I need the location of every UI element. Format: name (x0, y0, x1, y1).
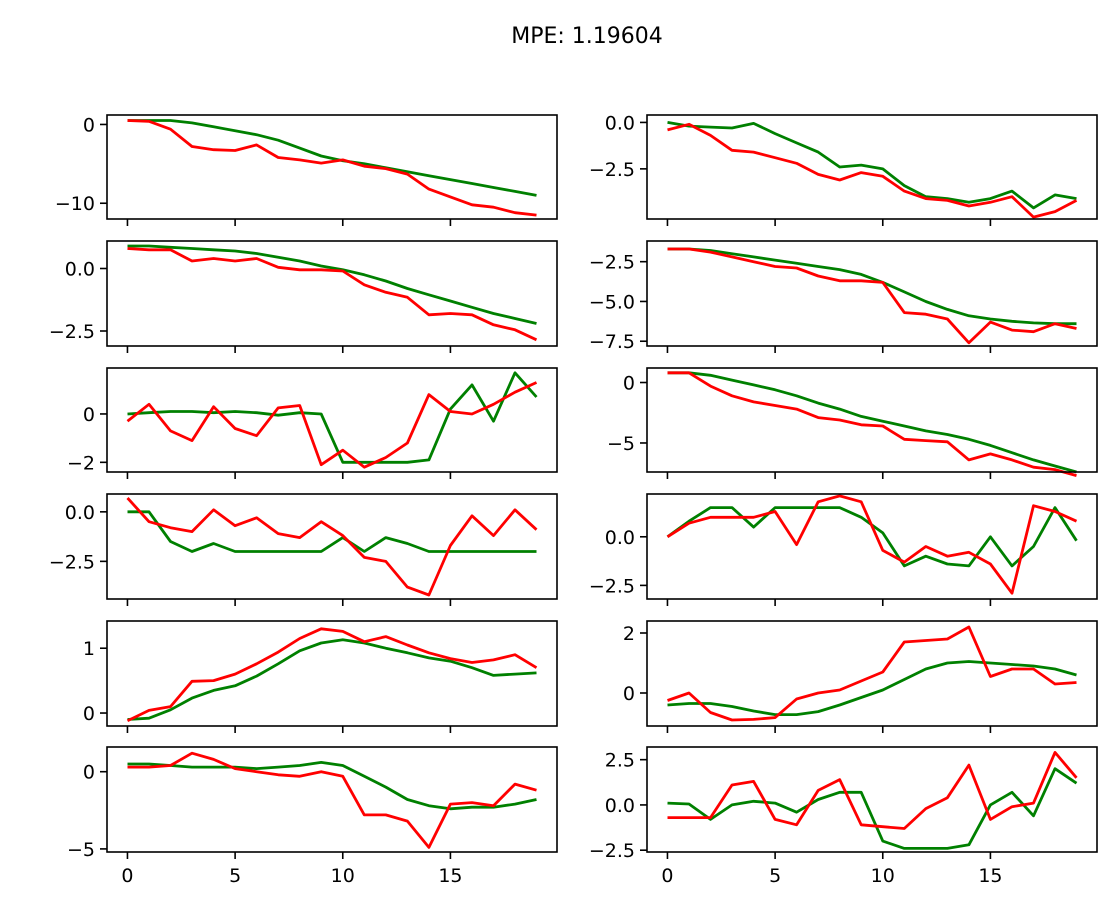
series-line-green (667, 121, 1077, 210)
series-line-green (127, 119, 537, 197)
y-tick-label: −5 (607, 433, 635, 455)
series-line-red (667, 625, 1077, 722)
subplot-2-1: 0.0 −2.5 (49, 240, 558, 353)
axes-frame (646, 240, 1098, 347)
y-tick-label: 2 (623, 623, 635, 645)
subplot-5-2: 20 (623, 620, 1098, 733)
y-tick-label: 0.0 (605, 112, 635, 134)
y-tick-label: −2.5 (589, 159, 635, 181)
x-tick-label: 0 (661, 865, 673, 887)
x-tick-label: 0 (121, 865, 133, 887)
subplot-4-2: 0.0 −2.5 (589, 493, 1098, 606)
series-line-red (127, 119, 537, 217)
series-line-green (127, 510, 537, 553)
y-tick-label: 0.0 (605, 795, 635, 817)
y-tick-label: 2.5 (605, 750, 635, 772)
series-line-red (666, 494, 1078, 595)
axes-frame (106, 620, 558, 727)
y-tick-label: −2.5 (589, 575, 635, 597)
axes-frame (106, 240, 558, 347)
series-line-green (667, 247, 1077, 326)
subplot-4-1: 0.0 −2.5 (49, 493, 558, 606)
subplot-2-2: −2.5 −5.0 −7.5 (589, 240, 1098, 353)
series-line-green (667, 371, 1077, 474)
axes-frame (646, 620, 1098, 727)
subplot-5-1: 10 (83, 620, 558, 733)
figure-title: MPE: 1.19604 (511, 24, 663, 49)
series-line-green (667, 767, 1078, 850)
subplot-grid: 0 −10 0.0 −2.5 0.0 −2.5 −2.5 −5.0 −7.5 0 −2 0 −5 0.0 −… (49, 112, 1098, 887)
y-tick-label: −10 (55, 193, 95, 215)
x-tick-label: 5 (769, 865, 781, 887)
axes-frame (646, 114, 1098, 220)
axes-frame (106, 114, 558, 220)
axes-frame (646, 367, 1098, 473)
series-line-green (127, 244, 537, 325)
series-line-green (127, 638, 537, 721)
series-line-red (126, 381, 538, 469)
subplot-6-1: 0 −5 0 5 10 15 (67, 746, 558, 887)
x-tick-label: 15 (978, 865, 1002, 887)
series-line-green (667, 660, 1077, 716)
y-tick-label: 0 (83, 114, 95, 136)
y-tick-label: 0.0 (65, 502, 95, 524)
series-line-red (127, 751, 537, 849)
y-tick-label: −5.0 (589, 291, 635, 313)
axes-frame (646, 746, 1098, 853)
x-tick-label: 15 (438, 865, 462, 887)
series-line-red (667, 247, 1077, 345)
y-tick-label: 0.0 (605, 527, 635, 549)
x-tick-label: 10 (331, 865, 355, 887)
subplot-1-2: 0.0 −2.5 (589, 112, 1098, 226)
series-line-red (667, 751, 1078, 830)
y-tick-label: −2 (67, 452, 95, 474)
y-tick-label: 0 (83, 404, 95, 426)
axes-frame (106, 493, 558, 600)
y-tick-label: 0 (623, 373, 635, 395)
series-line-red (127, 247, 538, 342)
axes-frame (646, 493, 1098, 600)
series-line-green (127, 761, 537, 811)
y-tick-label: −2.5 (589, 252, 635, 274)
y-tick-label: −2.5 (49, 551, 95, 573)
series-line-red (667, 122, 1078, 219)
series-line-red (126, 627, 538, 723)
axes-frame (106, 367, 558, 473)
x-tick-label: 10 (871, 865, 895, 887)
y-tick-label: 1 (83, 638, 95, 660)
y-tick-label: −7.5 (589, 331, 635, 353)
subplot-3-1: 0 −2 (67, 367, 558, 479)
y-tick-label: 0.0 (65, 259, 95, 281)
series-line-red (126, 497, 538, 597)
y-tick-label: 0 (83, 762, 95, 784)
y-tick-label: −2.5 (49, 321, 95, 343)
subplot-6-2: 2.5 0.0 −2.5 0 5 10 15 (589, 746, 1098, 887)
x-tick-label: 5 (229, 865, 241, 887)
subplot-1-1: 0 −10 (55, 114, 558, 226)
series-line-red (667, 371, 1077, 477)
axes-frame (106, 746, 558, 853)
series-line-green (127, 371, 538, 464)
y-tick-label: 0 (83, 703, 95, 725)
subplot-3-2: 0 −5 (607, 367, 1098, 479)
y-tick-label: −5 (67, 839, 95, 861)
y-tick-label: 0 (623, 683, 635, 705)
y-tick-label: −2.5 (589, 840, 635, 862)
